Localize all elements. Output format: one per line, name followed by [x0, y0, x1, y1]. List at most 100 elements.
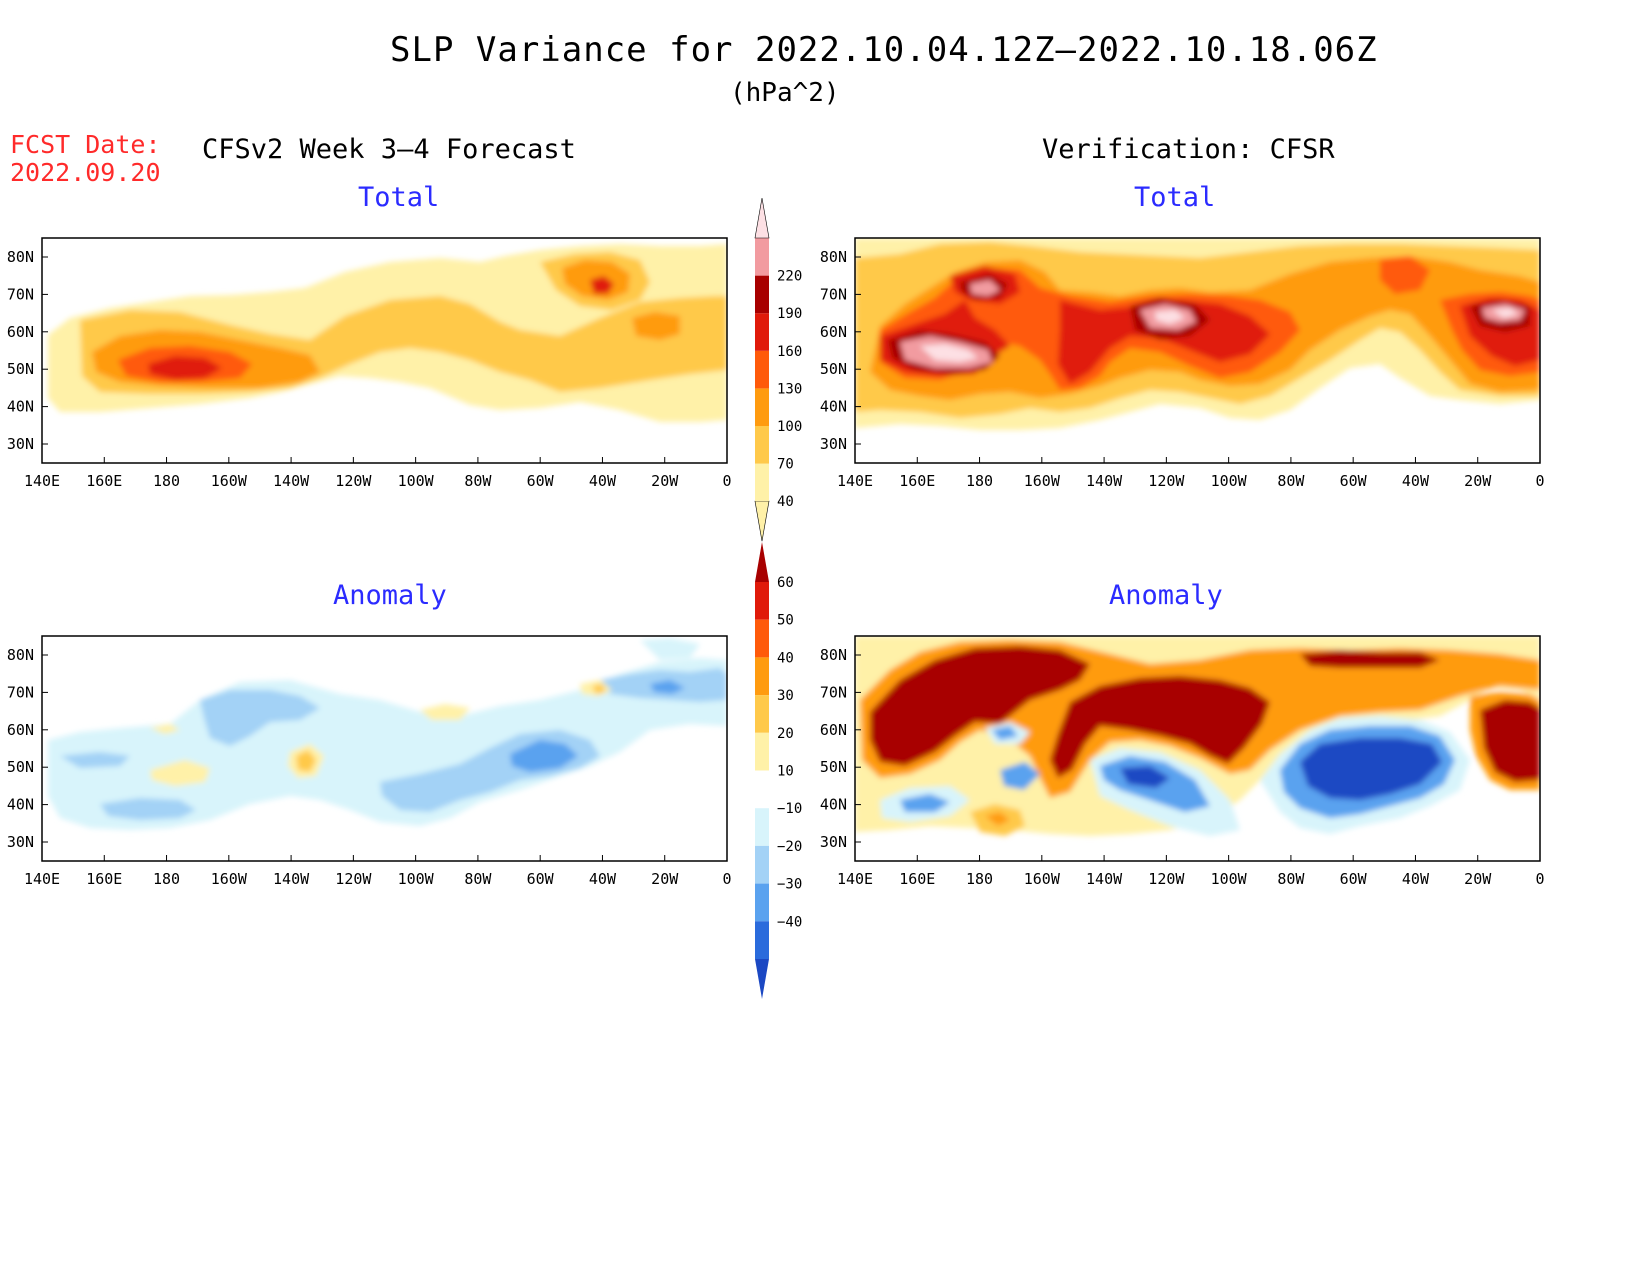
- colorbar-level-label: 130: [777, 381, 802, 397]
- verification-total-shade-160: [880, 266, 1540, 384]
- lat-tick-label: 40N: [820, 398, 847, 416]
- lon-tick-label: 180: [966, 472, 993, 490]
- colorbar-level-label: 40: [777, 650, 794, 666]
- lon-tick-label: 160E: [86, 870, 122, 888]
- lat-tick-label: 60N: [820, 323, 847, 341]
- lon-tick-label: 140E: [24, 472, 60, 490]
- colorbar-cap-low: [754, 500, 770, 542]
- total-colorbar: 40 70 100 130 160 190 220: [754, 197, 802, 542]
- lat-tick-label: 60N: [7, 323, 34, 341]
- lat-tick-label: 30N: [7, 833, 34, 851]
- lon-tick-label: 80W: [1277, 870, 1305, 888]
- lon-tick-label: 60W: [1340, 870, 1368, 888]
- lon-tick-label: 160E: [899, 870, 935, 888]
- lon-tick-label: 60W: [527, 870, 555, 888]
- lon-tick-label: 160W: [211, 870, 248, 888]
- fcst-date-value: 2022.09.20: [10, 158, 161, 187]
- verification-anomaly-shade-neg40: [1120, 738, 1442, 800]
- lon-tick-label: 180: [153, 472, 180, 490]
- colorbar-bin: [755, 350, 769, 389]
- forecast-anomaly-shade-neg20: [60, 668, 727, 820]
- colorbar-level-label: −10: [777, 801, 802, 817]
- lon-tick-label: 20W: [1464, 870, 1492, 888]
- colorbar-level-label: 40: [777, 494, 794, 510]
- lon-tick-label: 140W: [1086, 472, 1123, 490]
- colorbar-bin: [755, 695, 769, 733]
- lon-tick-label: 20W: [651, 472, 679, 490]
- lon-tick-label: 60W: [1340, 472, 1368, 490]
- lon-tick-label: 120W: [335, 870, 372, 888]
- lat-tick-label: 50N: [7, 360, 34, 378]
- colorbar-level-label: 20: [777, 726, 794, 742]
- lon-tick-label: 20W: [651, 870, 679, 888]
- lat-tick-label: 50N: [7, 758, 34, 776]
- lon-tick-label: 120W: [1148, 870, 1185, 888]
- lon-tick-label: 160E: [899, 472, 935, 490]
- lon-tick-label: 120W: [335, 472, 372, 490]
- lon-tick-label: 100W: [1211, 870, 1248, 888]
- lon-tick-label: 40W: [589, 870, 617, 888]
- forecast-anomaly-shade-neg30: [510, 680, 685, 772]
- verification-anomaly-axes: 140E 160E 180 160W 140W 120W 100W 80W 60W 40W 20W 0…: [820, 646, 1545, 888]
- colorbar-bin: [755, 808, 769, 846]
- lon-tick-label: 140E: [837, 472, 873, 490]
- forecast-total-shade-100-east: [632, 312, 680, 340]
- lat-tick-label: 30N: [820, 435, 847, 453]
- verification-total-title: Total: [1134, 182, 1216, 213]
- lon-tick-label: 80W: [464, 472, 492, 490]
- lat-tick-label: 60N: [820, 721, 847, 739]
- figure-title: SLP Variance for 2022.10.04.12Z–2022.10.…: [390, 30, 1378, 70]
- anomaly-colorbar: 60 50 40 30 20 10 −10 −20 −30 −40: [755, 542, 802, 999]
- lat-tick-label: 80N: [820, 646, 847, 664]
- colorbar-bin: [755, 657, 769, 696]
- colorbar-bin: [755, 770, 769, 809]
- lat-tick-label: 50N: [820, 758, 847, 776]
- lat-tick-label: 70N: [820, 285, 847, 303]
- forecast-anomaly-shade-neg10-north: [640, 638, 700, 660]
- colorbar-level-label: 30: [777, 688, 794, 704]
- colorbar-bin: [755, 921, 769, 959]
- colorbar-level-label: −40: [777, 914, 802, 930]
- forecast-total-axes: 140E 160E 180 160W 140W 120W 100W 80W 60W 40W 20W 0…: [7, 248, 732, 490]
- colorbar-bin: [755, 388, 769, 426]
- forecast-anomaly-axes: 140E 160E 180 160W 140W 120W 100W 80W 60W 40W 20W 0…: [7, 646, 732, 888]
- lat-tick-label: 80N: [820, 248, 847, 266]
- lon-tick-label: 140E: [24, 870, 60, 888]
- colorbar-bin: [755, 313, 769, 351]
- colorbar-level-label: −20: [777, 839, 802, 855]
- lon-tick-label: 40W: [1402, 472, 1430, 490]
- lon-tick-label: 0: [1535, 870, 1544, 888]
- colorbar-bin: [755, 275, 769, 314]
- colorbar-bin: [755, 582, 769, 620]
- forecast-anomaly-title: Anomaly: [333, 580, 447, 611]
- colorbar-bin: [755, 883, 769, 922]
- colorbar-level-label: 100: [777, 419, 802, 435]
- colorbar-level-label: 10: [777, 764, 794, 780]
- units-label: (hPa^2): [730, 78, 840, 108]
- colorbar-bin: [755, 732, 769, 771]
- lat-tick-label: 30N: [820, 833, 847, 851]
- forecast-anomaly-panel: 140E 160E 180 160W 140W 120W 100W 80W 60W 40W 20W 0…: [7, 635, 732, 888]
- lat-tick-label: 70N: [7, 683, 34, 701]
- lat-tick-label: 60N: [7, 721, 34, 739]
- lat-tick-label: 80N: [7, 248, 34, 266]
- lon-tick-label: 120W: [1148, 472, 1185, 490]
- lon-tick-label: 100W: [398, 870, 435, 888]
- verification-anomaly-panel: 140E 160E 180 160W 140W 120W 100W 80W 60W 40W 20W 0…: [820, 635, 1545, 888]
- fcst-date-label: FCST Date:: [10, 130, 161, 159]
- colorbar-level-label: 70: [777, 457, 794, 473]
- colorbar-level-label: 220: [777, 269, 802, 285]
- lon-tick-label: 80W: [464, 870, 492, 888]
- lat-tick-label: 80N: [7, 646, 34, 664]
- lat-tick-label: 40N: [7, 796, 34, 814]
- colorbar-bin: [755, 619, 769, 658]
- lon-tick-label: 80W: [1277, 472, 1305, 490]
- lon-tick-label: 160E: [86, 472, 122, 490]
- colorbar-bin: [755, 845, 769, 884]
- verification-anomaly-shade-pos20-south-core: [985, 812, 1010, 826]
- lon-tick-label: 60W: [527, 472, 555, 490]
- forecast-total-shade-160-north: [590, 276, 614, 294]
- lat-tick-label: 30N: [7, 435, 34, 453]
- forecast-total-title: Total: [358, 182, 440, 213]
